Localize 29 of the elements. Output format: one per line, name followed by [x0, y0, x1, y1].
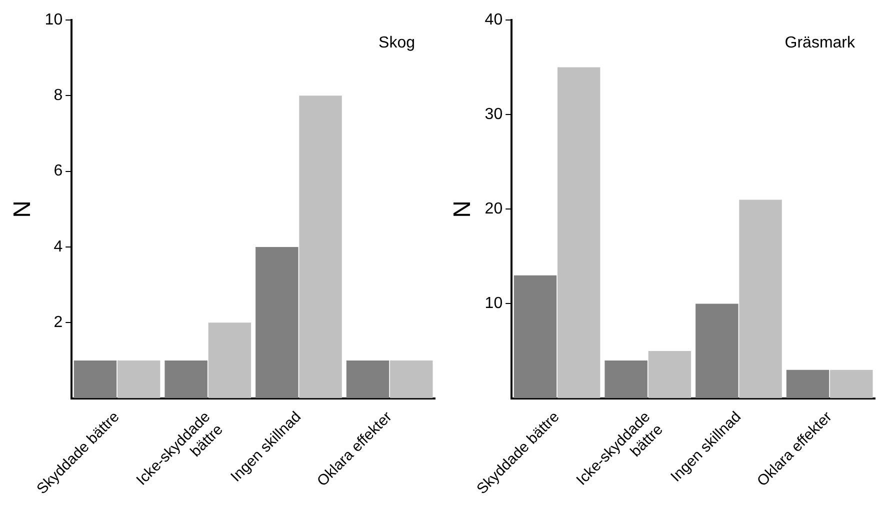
bar: [739, 200, 782, 398]
y-tick-label: 40: [484, 11, 503, 28]
bar: [117, 360, 160, 398]
y-tick-label: 6: [54, 162, 63, 180]
bar: [514, 275, 557, 398]
bar: [208, 322, 252, 398]
bar: [604, 360, 648, 398]
bar: [390, 360, 433, 398]
bar: [648, 351, 692, 398]
text: Gräsmark: [784, 34, 856, 52]
bar: [299, 96, 342, 398]
y-tick-label: 10: [44, 11, 63, 28]
text: Skog: [378, 34, 415, 52]
bar: [74, 360, 117, 398]
bar: [786, 370, 830, 398]
bar: [696, 304, 738, 398]
bar: [557, 67, 600, 398]
y-tick-label: 8: [54, 87, 63, 104]
y-tick-label: 2: [54, 314, 63, 332]
y-tick-label: 10: [484, 295, 503, 312]
bar: [164, 360, 208, 398]
y-axis-title: N: [449, 200, 476, 218]
bar: [830, 370, 873, 398]
y-tick-label: 4: [54, 238, 63, 256]
bar: [256, 246, 298, 398]
y-tick-label: 30: [484, 106, 503, 123]
y-axis-title: N: [9, 200, 36, 218]
bar: [346, 360, 390, 398]
y-tick-label: 20: [484, 200, 503, 218]
